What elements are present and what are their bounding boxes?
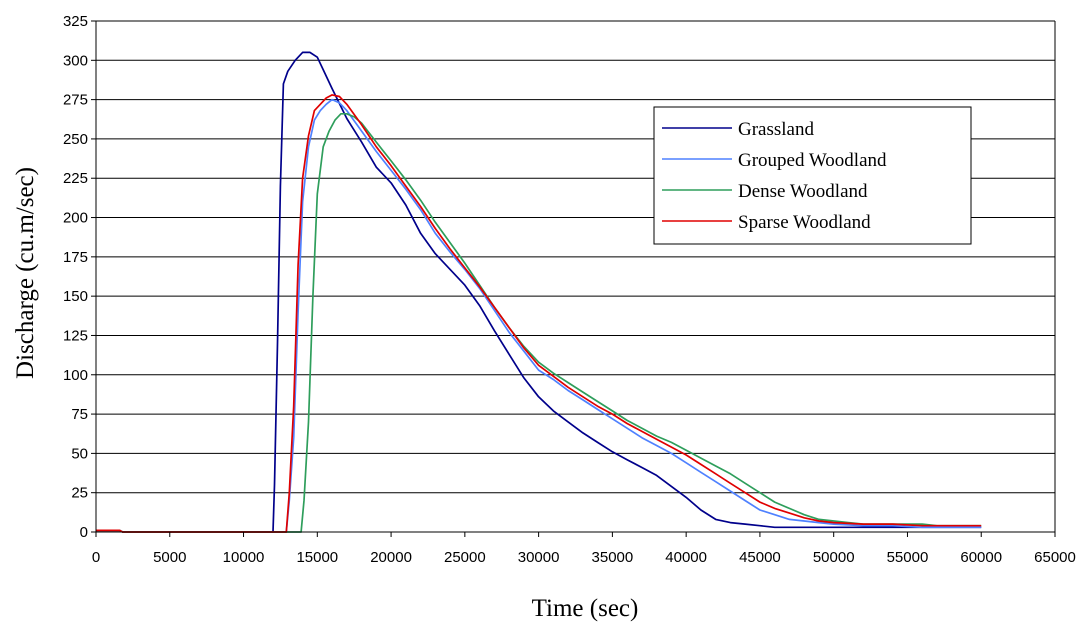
x-tick-label: 25000 [444,549,486,566]
legend-label-grassland: Grassland [738,119,814,140]
x-tick-label: 30000 [518,549,560,566]
x-tick-label: 50000 [813,549,855,566]
legend-label-grouped-woodland: Grouped Woodland [738,150,887,171]
y-tick-label: 100 [63,367,88,384]
series-line-sparse-woodland [96,94,982,533]
axes [91,20,1056,537]
series-line-grassland [96,51,982,533]
series-lines [96,51,982,533]
x-tick-label: 35000 [592,549,634,566]
y-tick-label: 250 [63,131,88,148]
y-tick-label: 75 [71,406,88,423]
y-tick-label: 25 [71,485,88,502]
x-tick-labels: 0 5000 10000 15000 20000 25000 30000 35000 40000… [92,549,1076,566]
legend-label-sparse-woodland: Sparse Woodland [738,212,871,233]
y-tick-label: 175 [63,249,88,266]
y-tick-label: 0 [80,524,88,541]
y-axis-title: Discharge (cu.m/sec) [12,167,39,379]
x-axis-title: Time (sec) [532,595,639,622]
y-tick-label: 325 [63,13,88,30]
series-line-grouped-woodland [96,98,982,533]
y-tick-labels: 0 25 50 75 100 125 150 175 200 225 250 275 300 325 [63,13,88,541]
x-tick-label: 60000 [960,549,1002,566]
x-tick-label: 40000 [665,549,707,566]
y-tick-label: 225 [63,170,88,187]
y-tick-label: 300 [63,52,88,69]
x-tick-label: 15000 [296,549,338,566]
y-tick-label: 125 [63,327,88,344]
x-tick-label: 20000 [370,549,412,566]
x-tick-label: 55000 [887,549,929,566]
x-tick-label: 45000 [739,549,781,566]
legend: Grassland Grouped Woodland Dense Woodlan… [653,106,972,245]
y-tick-label: 200 [63,210,88,227]
x-tick-label: 5000 [153,549,186,566]
x-tick-label: 65000 [1034,549,1076,566]
series-line-dense-woodland [96,112,982,533]
legend-label-dense-woodland: Dense Woodland [738,181,868,202]
y-tick-label: 150 [63,288,88,305]
y-tick-label: 275 [63,92,88,109]
y-tick-label: 50 [71,445,88,462]
x-tick-label: 10000 [223,549,265,566]
x-tick-label: 0 [92,549,100,566]
